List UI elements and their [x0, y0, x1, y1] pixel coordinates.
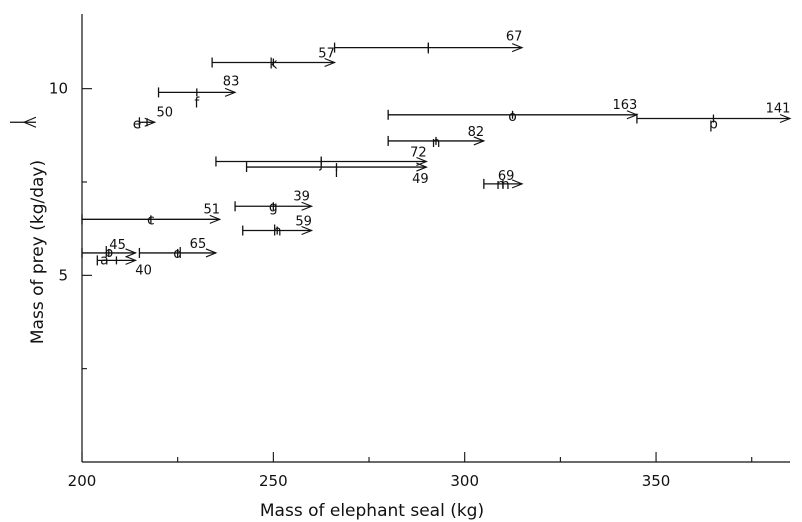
series-b-arrow	[125, 248, 138, 258]
series-l-count-label: 67	[506, 30, 523, 45]
series-f-count-label: 83	[223, 74, 240, 89]
x-axis-title: Mass of elephant seal (kg)	[260, 501, 484, 521]
series-f: 83 f	[157, 74, 240, 111]
series-k-letter-label: k	[269, 57, 278, 73]
series-o: 163 o	[387, 98, 639, 125]
series-j-letter-label: j	[318, 155, 323, 171]
series-i-count-label: 49	[412, 172, 429, 187]
series-d-count-label: 65	[190, 237, 207, 252]
series-a-arrow	[125, 255, 138, 265]
series-l: 67 l	[333, 30, 524, 58]
series-j-count-label: 72	[410, 145, 427, 160]
reference-layer	[10, 116, 37, 128]
series-i: 49 i	[245, 162, 429, 187]
series-n-arrow	[473, 136, 486, 146]
series-d-letter-label: d	[173, 246, 182, 262]
series-a-letter-label: a	[100, 252, 109, 268]
reference-marker-arrow	[22, 116, 37, 128]
y-axis-title: Mass of prey (kg/day)	[28, 160, 48, 344]
series-n-count-label: 82	[468, 125, 485, 140]
series-b: 45b	[81, 238, 138, 261]
series-f-arrow	[224, 87, 237, 97]
x-tick-label-350: 350	[642, 472, 671, 490]
series-a: 40 a	[96, 252, 152, 278]
series-e-letter-label: e	[133, 116, 142, 132]
series-a-count-label: 40	[135, 263, 152, 278]
series-p-arrow	[779, 114, 792, 124]
series-n-letter-label: n	[432, 135, 441, 151]
series-e: 50 e	[133, 105, 173, 132]
series-i-letter-label: i	[335, 165, 339, 181]
series-o-count-label: 163	[613, 98, 638, 113]
series-g-arrow	[301, 201, 314, 211]
series-d-arrow	[205, 248, 218, 258]
series-p-count-label: 141	[766, 102, 791, 117]
x-tick-label-300: 300	[450, 472, 479, 490]
series-j: 72 j	[215, 145, 428, 171]
series-l-letter-label: l	[426, 42, 430, 58]
series-k-arrow	[324, 58, 337, 68]
series-b-letter-label: b	[104, 245, 113, 261]
series-e-arrow	[144, 117, 157, 127]
series-m: 69m	[483, 169, 524, 193]
series-g: 39 g	[234, 189, 314, 215]
series-k: 57 k	[211, 47, 337, 73]
series-c-letter-label: c	[147, 212, 155, 228]
y-tick-label-5: 5	[58, 266, 68, 284]
series-m-count-label: 69	[498, 169, 515, 184]
series-c: 51 c	[81, 202, 222, 228]
series-c-arrow	[209, 214, 222, 224]
series-k-count-label: 57	[318, 47, 335, 62]
ticks-layer: 200 250 300 350 5 10	[49, 80, 753, 490]
series-h: 59 h	[242, 215, 314, 240]
y-tick-label-10: 10	[49, 80, 68, 98]
series-j-arrow	[416, 156, 428, 166]
series-l-arrow	[511, 43, 524, 53]
series-n: 82 n	[387, 125, 486, 151]
series-c-count-label: 51	[203, 202, 220, 217]
series-b-count-label: 45	[109, 238, 126, 253]
series-f-letter-label: f	[194, 95, 200, 111]
series-g-letter-label: g	[269, 199, 278, 215]
series-h-letter-label: h	[273, 224, 282, 240]
series-h-arrow	[301, 226, 314, 236]
series-g-count-label: 39	[293, 189, 310, 204]
series-o-letter-label: o	[508, 109, 517, 125]
series-e-count-label: 50	[156, 105, 173, 120]
series-m-arrow	[511, 179, 524, 189]
x-tick-label-250: 250	[259, 472, 288, 490]
series-d: 65 d	[138, 237, 218, 262]
series-p-letter-label: p	[709, 117, 718, 133]
series-p: 141 p	[636, 102, 792, 133]
series-h-count-label: 59	[295, 215, 312, 230]
series-m-letter-label: m	[496, 177, 510, 193]
x-tick-label-200: 200	[68, 472, 97, 490]
